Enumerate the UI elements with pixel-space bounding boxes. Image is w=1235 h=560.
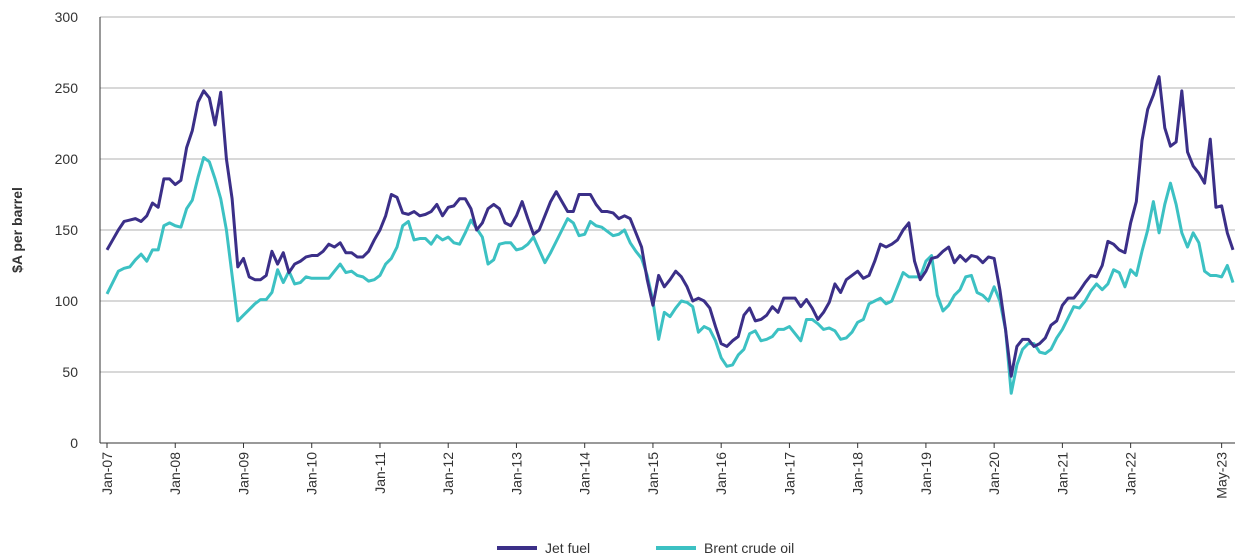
- x-tick-label: Jan-17: [781, 452, 797, 495]
- x-tick-label: Jan-08: [167, 452, 183, 495]
- x-tick-label: Jan-19: [918, 452, 934, 495]
- x-tick-label: Jan-22: [1123, 452, 1139, 495]
- x-tick-label: Jan-15: [645, 452, 661, 495]
- x-tick-label: Jan-18: [850, 452, 866, 495]
- y-tick-label: 250: [55, 80, 79, 96]
- legend-label: Jet fuel: [545, 540, 590, 556]
- x-tick-label: Jan-16: [713, 452, 729, 495]
- x-tick-label: May-23: [1214, 452, 1230, 499]
- series-line: [105, 156, 1235, 395]
- y-tick-label: 300: [55, 9, 79, 25]
- y-tick-label: 0: [70, 435, 78, 451]
- series-line: [105, 75, 1235, 378]
- x-tick-label: Jan-21: [1054, 452, 1070, 495]
- y-tick-label: 100: [55, 293, 79, 309]
- x-tick-label: Jan-11: [372, 452, 388, 494]
- legend-label: Brent crude oil: [704, 540, 794, 556]
- x-tick-label: Jan-13: [508, 452, 524, 495]
- x-tick-label: Jan-20: [986, 452, 1002, 495]
- x-tick-label: Jan-14: [577, 452, 593, 495]
- y-tick-label: 200: [55, 151, 79, 167]
- x-tick-label: Jan-12: [440, 452, 456, 495]
- y-tick-label: 150: [55, 222, 79, 238]
- x-tick-label: Jan-09: [235, 452, 251, 495]
- y-tick-label: 50: [62, 364, 78, 380]
- y-axis-label: $A per barrel: [9, 187, 25, 273]
- x-tick-label: Jan-10: [304, 452, 320, 495]
- x-tick-label: Jan-07: [99, 452, 115, 495]
